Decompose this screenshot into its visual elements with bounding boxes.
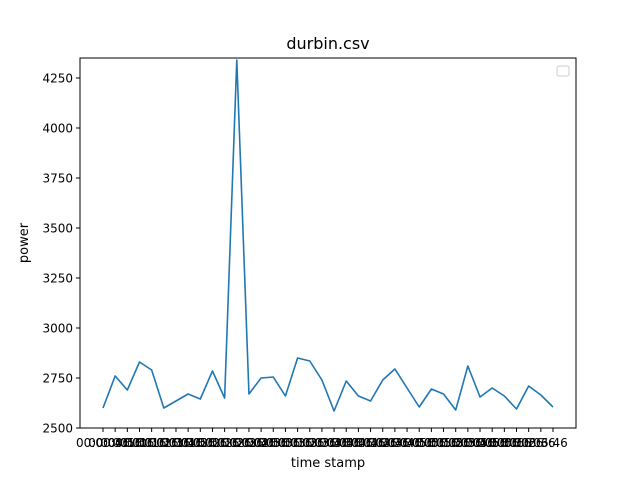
x-tick-label: 00:04:16 xyxy=(331,436,385,450)
x-axis: 00:00:4600:00:5600:01:0600:01:1600:01:26… xyxy=(76,428,568,450)
x-tick-label: 00:02:06 xyxy=(173,436,227,450)
x-tick-label: 00:01:06 xyxy=(100,436,154,450)
x-tick-label: 00:05:06 xyxy=(392,436,446,450)
y-axis-label: power xyxy=(17,222,32,263)
x-tick-label: 00:04:06 xyxy=(319,436,373,450)
x-tick-label: 00:01:46 xyxy=(149,436,203,450)
x-tick-label: 00:05:16 xyxy=(404,436,458,450)
x-tick-label: 00:05:56 xyxy=(453,436,507,450)
legend-box xyxy=(556,65,570,77)
y-tick-label: 2500 xyxy=(42,422,73,436)
x-tick-label: 00:06:46 xyxy=(514,436,568,450)
x-tick-label: 00:03:16 xyxy=(258,436,312,450)
x-tick-label: 00:03:06 xyxy=(246,436,300,450)
x-tick-label: 00:03:36 xyxy=(283,436,337,450)
x-tick-label: 00:06:36 xyxy=(502,436,556,450)
x-tick-label: 00:04:56 xyxy=(380,436,434,450)
x-tick-label: 00:06:26 xyxy=(490,436,544,450)
x-tick-label: 00:01:56 xyxy=(161,436,215,450)
x-tick-label: 00:05:46 xyxy=(441,436,495,450)
x-tick-label: 00:02:46 xyxy=(222,436,276,450)
y-tick-label: 4250 xyxy=(42,72,73,86)
x-tick-label: 00:01:36 xyxy=(137,436,191,450)
series-layer xyxy=(102,59,554,412)
y-tick-label: 3000 xyxy=(42,322,73,336)
y-tick-label: 3250 xyxy=(42,272,73,286)
x-tick-label: 00:03:56 xyxy=(307,436,361,450)
x-tick-label: 00:00:46 xyxy=(76,436,130,450)
x-tick-label: 00:05:36 xyxy=(429,436,483,450)
x-tick-label: 00:02:16 xyxy=(186,436,240,450)
legend xyxy=(556,65,570,77)
x-tick-label: 00:04:46 xyxy=(368,436,422,450)
plot-area xyxy=(79,57,577,429)
x-tick-label: 00:04:26 xyxy=(344,436,398,450)
x-tick-label: 00:02:36 xyxy=(210,436,264,450)
series-line xyxy=(102,59,554,412)
x-tick-label: 00:00:56 xyxy=(88,436,142,450)
x-tick-label: 00:04:36 xyxy=(356,436,410,450)
x-tick-label: 00:02:26 xyxy=(198,436,252,450)
y-tick-label: 3500 xyxy=(42,222,73,236)
x-tick-label: 00:01:26 xyxy=(125,436,179,450)
x-tick-label: 00:01:16 xyxy=(113,436,167,450)
y-tick-label: 2750 xyxy=(42,372,73,386)
plot-frame xyxy=(79,57,577,429)
x-tick-label: 00:05:26 xyxy=(417,436,471,450)
x-tick-label: 00:06:16 xyxy=(477,436,531,450)
x-tick-label: 00:06:06 xyxy=(465,436,519,450)
y-tick-label: 3750 xyxy=(42,172,73,186)
x-tick-label: 00:03:26 xyxy=(271,436,325,450)
x-axis-label: time stamp xyxy=(291,456,365,471)
chart-title: durbin.csv xyxy=(286,34,369,53)
x-tick-label: 00:03:46 xyxy=(295,436,349,450)
y-axis: 2500 2750 3000 3250 3500 3750 4000 4250 xyxy=(42,72,80,436)
x-tick-label: 00:02:56 xyxy=(234,436,288,450)
y-tick-label: 4000 xyxy=(42,122,73,136)
